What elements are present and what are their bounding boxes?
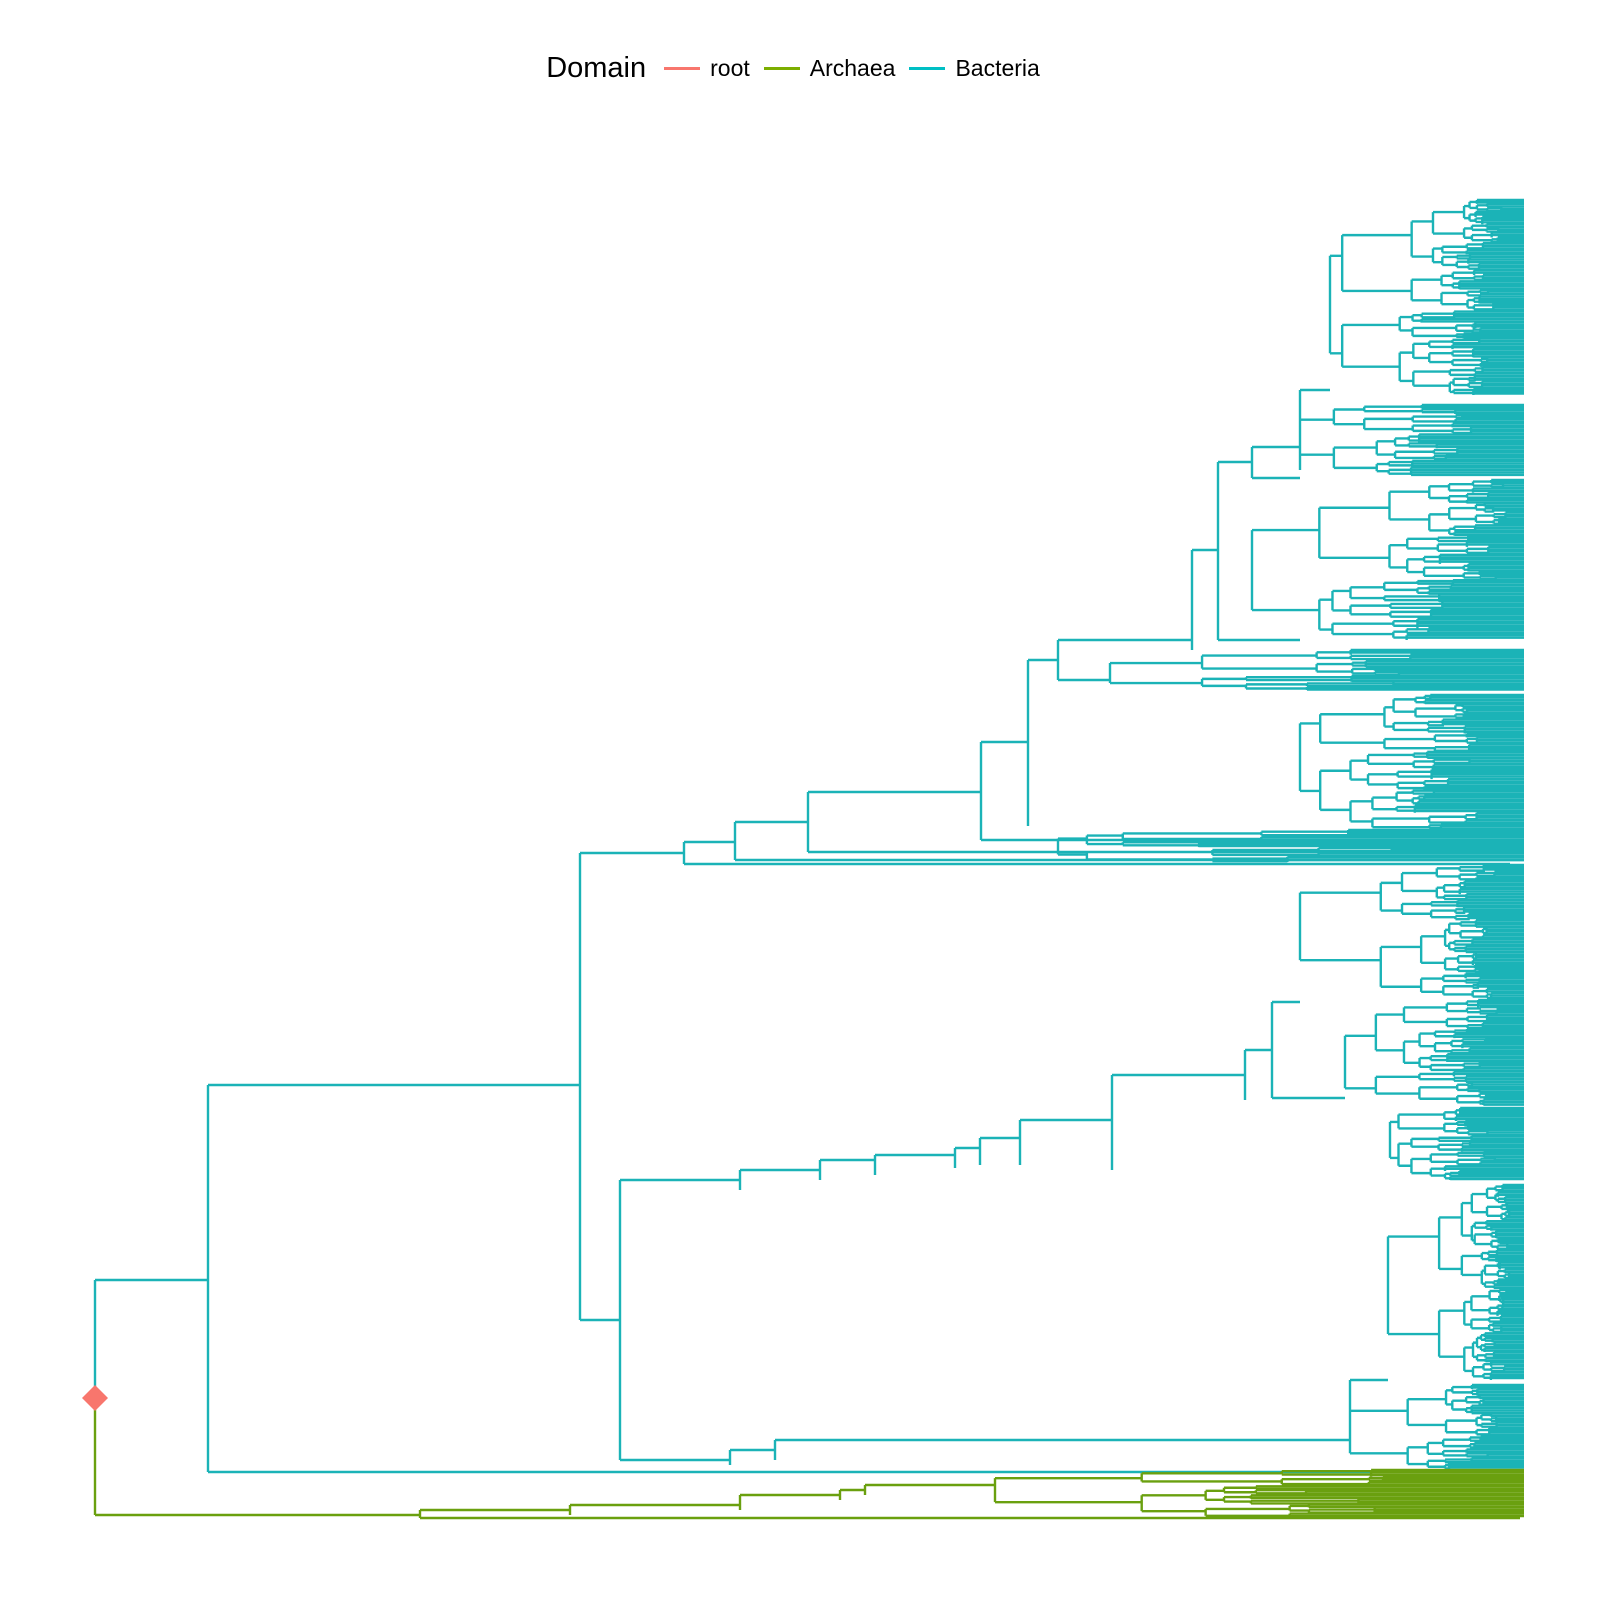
bacteria-branch-path	[93, 198, 1524, 1474]
legend-key-root	[664, 67, 701, 70]
legend-label-bacteria: Bacteria	[955, 55, 1040, 81]
legend-label-root: root	[710, 55, 750, 81]
archaea-branches	[93, 1400, 1524, 1520]
legend: Domain root Archaea Bacteria	[0, 52, 1600, 85]
archaea-branch-path	[93, 1400, 1524, 1520]
legend-title: Domain	[546, 52, 647, 84]
root-node	[82, 1385, 108, 1411]
legend-key-bacteria	[909, 67, 946, 70]
legend-item-archaea: Archaea	[763, 55, 896, 82]
legend-label-archaea: Archaea	[809, 55, 896, 81]
bacteria-branches	[93, 198, 1524, 1474]
legend-item-root: root	[664, 55, 750, 82]
legend-item-bacteria: Bacteria	[909, 55, 1040, 82]
legend-key-archaea	[763, 67, 800, 70]
root-node-marker	[82, 1385, 108, 1411]
